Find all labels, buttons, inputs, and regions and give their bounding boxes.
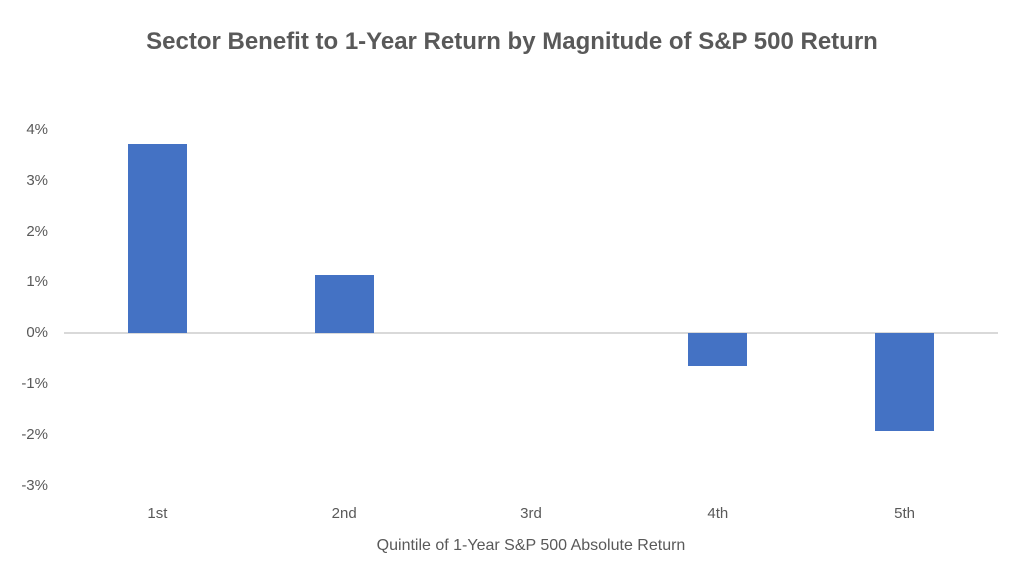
y-tick-label: 2% (26, 222, 48, 240)
y-tick-label: 3% (26, 171, 48, 189)
x-axis-title: Quintile of 1-Year S&P 500 Absolute Retu… (376, 537, 686, 554)
chart-title-wrap: Sector Benefit to 1-Year Return by Magni… (0, 24, 1024, 59)
bar-1st (127, 143, 187, 334)
y-tick-label: -3% (21, 476, 48, 494)
bar-5th (875, 333, 935, 431)
y-tick-label: 0% (26, 324, 48, 342)
x-tick-label: 3rd (520, 505, 542, 522)
y-tick-label: 1% (26, 273, 48, 291)
x-tick-label: 4th (707, 505, 729, 522)
x-tick-label: 5th (894, 505, 916, 522)
y-tick-label: 4% (26, 121, 48, 138)
chart-title: Sector Benefit to 1-Year Return by Magni… (146, 28, 878, 55)
zero-axis-line (64, 332, 998, 335)
y-tick-label: -1% (21, 375, 48, 392)
x-tick-label: 2nd (331, 505, 357, 522)
y-tick-label: -2% (21, 425, 48, 443)
bar-4th (688, 333, 748, 367)
x-tick-label: 1st (147, 505, 168, 522)
bar-2nd (314, 274, 374, 334)
